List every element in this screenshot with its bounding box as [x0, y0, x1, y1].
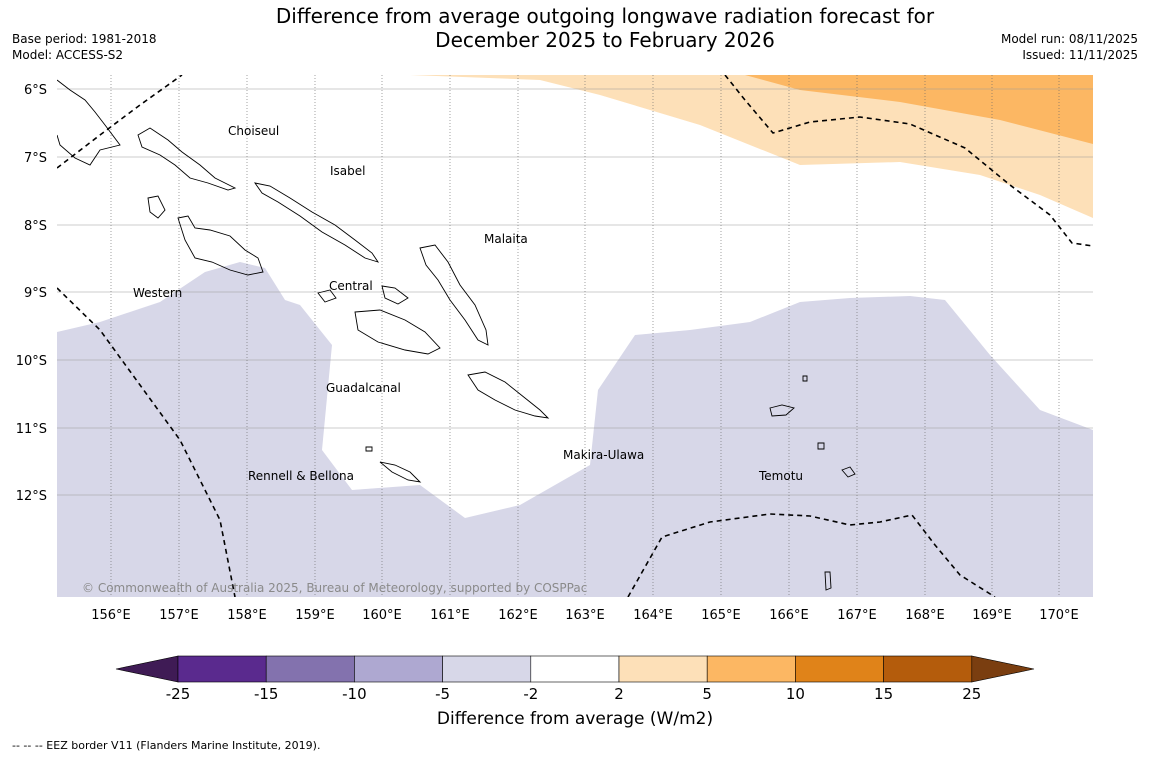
province-labels: Choiseul Isabel Malaita Western Central … [133, 124, 803, 483]
colorbar-segment [795, 655, 884, 683]
latitude-gridlines [57, 88, 1093, 496]
lon-label-168e: 168°E [905, 608, 945, 623]
lon-label-156e: 156°E [91, 608, 131, 623]
label-western: Western [133, 286, 182, 300]
florida-islands [381, 285, 409, 305]
eez-legend-note: -- -- -- EEZ border V11 (Flanders Marine… [12, 739, 321, 752]
colorbar-ticks: -25 -15 -10 -5 -2 2 5 10 15 25 [166, 685, 982, 703]
colorbar-segment [442, 655, 532, 683]
lat-label-10s: 10°S [16, 354, 47, 369]
malaita-island [419, 244, 489, 346]
model-name: Model: ACCESS-S2 [12, 48, 124, 62]
colorbar-tick-label: -2 [523, 685, 538, 703]
colorbar-segment [706, 655, 796, 683]
lat-label-11s: 11°S [16, 422, 47, 437]
nendo-island [769, 404, 795, 417]
guadalcanal-island [354, 309, 441, 355]
label-isabel: Isabel [330, 164, 365, 178]
colorbar-tick-label: 2 [614, 685, 624, 703]
anomaly-area-2-to-5 [410, 75, 1093, 218]
label-makira-ulawa: Makira-Ulawa [563, 448, 644, 462]
latitude-axis: 6°S 7°S 8°S 9°S 10°S 11°S 12°S [16, 83, 47, 504]
colorbar-tick-label: 10 [786, 685, 805, 703]
lon-label-165e: 165°E [701, 608, 741, 623]
metadata-left: Base period: 1981-2018 Model: ACCESS-S2 [12, 31, 157, 63]
lat-label-12s: 12°S [16, 489, 47, 504]
label-choiseul: Choiseul [228, 124, 279, 138]
issued-date: Issued: 11/11/2025 [1022, 48, 1138, 62]
bellona-island [365, 446, 373, 452]
label-central: Central [329, 279, 373, 293]
lon-label-163e: 163°E [565, 608, 605, 623]
colorbar-segment [265, 655, 355, 683]
lon-label-161e: 161°E [430, 608, 470, 623]
land-outlines [57, 79, 856, 591]
chart-title: Difference from average outgoing longwav… [220, 4, 990, 52]
base-period: Base period: 1981-2018 [12, 32, 157, 46]
colorbar-arrow-max [971, 655, 1035, 683]
colorbar-tick-label: -25 [166, 685, 191, 703]
anomaly-area-5-to-10 [745, 75, 1093, 144]
colorbar-segment [618, 655, 708, 683]
lon-label-167e: 167°E [837, 608, 877, 623]
rennell-island [379, 461, 422, 483]
lon-label-159e: 159°E [295, 608, 335, 623]
lon-label-166e: 166°E [769, 608, 809, 623]
colorbar-segment [883, 655, 973, 683]
makira-island [467, 371, 550, 419]
lon-label-157e: 157°E [159, 608, 199, 623]
colorbar-segment [530, 655, 620, 683]
tikopia-island [824, 571, 832, 591]
label-temotu: Temotu [758, 469, 803, 483]
colorbar-tick-label: -15 [254, 685, 279, 703]
lon-label-162e: 162°E [498, 608, 538, 623]
isabel-island [253, 182, 380, 263]
copyright-notice: © Commonwealth of Australia 2025, Bureau… [82, 581, 587, 595]
colorbar-arrow-min [115, 655, 179, 683]
label-rennell-bellona: Rennell & Bellona [248, 469, 354, 483]
utupua-island [817, 442, 825, 450]
lon-label-164e: 164°E [633, 608, 673, 623]
colorbar-segment [354, 655, 443, 683]
colorbar-tick-label: -5 [435, 685, 450, 703]
colorbar-tick-label: 25 [962, 685, 981, 703]
colorbar-tick-label: 15 [874, 685, 893, 703]
lat-label-7s: 7°S [24, 151, 47, 166]
title-line-1: Difference from average outgoing longwav… [275, 4, 935, 28]
lon-label-169e: 169°E [972, 608, 1012, 623]
anomaly-area-minus5-to-minus2 [57, 262, 1093, 597]
lon-label-158e: 158°E [227, 608, 267, 623]
label-malaita: Malaita [484, 232, 528, 246]
colorbar-title: Difference from average (W/m2) [436, 709, 714, 729]
colorbar-segments [115, 655, 1035, 683]
bougainville-coast [57, 79, 121, 166]
lon-label-170e: 170°E [1039, 608, 1079, 623]
map-content: Choiseul Isabel Malaita Western Central … [57, 75, 1093, 597]
longitude-axis: 156°E 157°E 158°E 159°E 160°E 161°E 162°… [91, 608, 1079, 623]
eez-border [57, 75, 1093, 597]
title-line-2: December 2025 to February 2026 [435, 28, 775, 52]
colorbar-segment [177, 655, 267, 683]
russell-islands [317, 289, 337, 303]
lat-label-6s: 6°S [24, 83, 47, 98]
lat-label-9s: 9°S [24, 286, 47, 301]
colorbar-tick-label: -10 [342, 685, 367, 703]
lat-label-8s: 8°S [24, 219, 47, 234]
metadata-right: Model run: 08/11/2025 Issued: 11/11/2025 [1001, 31, 1138, 63]
vella-lavella [147, 195, 166, 219]
colorbar-tick-label: 5 [702, 685, 712, 703]
new-georgia-group [177, 215, 264, 276]
vanikoro-island [841, 466, 856, 478]
lon-label-160e: 160°E [362, 608, 402, 623]
longitude-gridlines [110, 75, 1060, 597]
model-run: Model run: 08/11/2025 [1000, 32, 1138, 46]
duff-islands [802, 375, 808, 382]
label-guadalcanal: Guadalcanal [326, 381, 401, 395]
choiseul-island [137, 127, 237, 191]
